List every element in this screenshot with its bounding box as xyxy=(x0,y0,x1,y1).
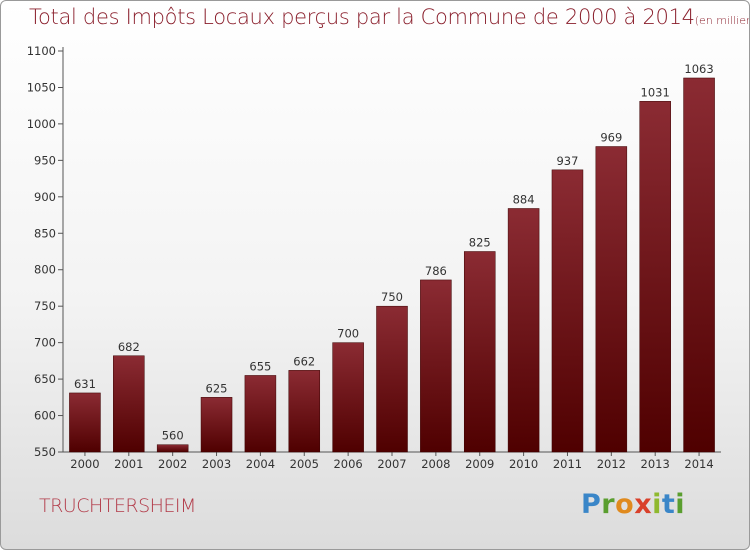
y-tick-label: 650 xyxy=(34,372,56,386)
y-tick-label: 800 xyxy=(34,263,56,277)
x-tick-label-2011: 2011 xyxy=(553,457,582,471)
bar-2000 xyxy=(69,392,101,453)
x-tick-label-2005: 2005 xyxy=(290,457,319,471)
bar-2002 xyxy=(156,444,189,453)
bar-2004 xyxy=(244,375,277,453)
y-tick-label: 850 xyxy=(34,226,56,240)
x-tick-label-2007: 2007 xyxy=(377,457,406,471)
x-tick-label-2008: 2008 xyxy=(421,457,450,471)
x-tick-label-2000: 2000 xyxy=(70,457,99,471)
data-label-2007: 750 xyxy=(381,290,403,304)
data-label-2009: 825 xyxy=(469,236,491,250)
data-label-2000: 631 xyxy=(74,377,96,391)
bar-2009 xyxy=(463,251,496,453)
y-tick-label: 950 xyxy=(34,153,56,167)
data-label-2002: 560 xyxy=(162,429,184,443)
x-tick-label-2013: 2013 xyxy=(641,457,670,471)
x-tick-label-2004: 2004 xyxy=(246,457,275,471)
x-tick-label-2001: 2001 xyxy=(114,457,143,471)
bar-2001 xyxy=(113,355,145,453)
x-tick-label-2003: 2003 xyxy=(202,457,231,471)
data-label-2014: 1063 xyxy=(684,62,713,76)
bar-2006 xyxy=(332,342,364,453)
data-label-2008: 786 xyxy=(425,264,447,278)
data-label-2013: 1031 xyxy=(641,85,670,99)
commune-name: TRUCHTERSHEIM xyxy=(39,495,196,517)
bar-2005 xyxy=(288,370,321,453)
y-tick-label: 1000 xyxy=(27,117,56,131)
bar-2003 xyxy=(200,397,233,453)
data-label-2011: 937 xyxy=(556,154,578,168)
y-tick-label: 600 xyxy=(34,409,56,423)
bar-2014 xyxy=(683,77,715,453)
x-tick-label-2014: 2014 xyxy=(684,457,713,471)
x-tick-label-2002: 2002 xyxy=(158,457,187,471)
data-label-2003: 625 xyxy=(206,381,228,395)
y-tick-label: 1050 xyxy=(27,80,56,94)
y-tick-label: 750 xyxy=(34,299,56,313)
y-tick-label: 550 xyxy=(34,445,56,459)
chart-title: Total des Impôts Locaux perçus par la Co… xyxy=(29,5,749,29)
bar-2012 xyxy=(595,146,628,453)
data-label-2012: 969 xyxy=(600,131,622,145)
data-label-2006: 700 xyxy=(337,327,359,341)
x-tick-label-2006: 2006 xyxy=(333,457,362,471)
data-label-2005: 662 xyxy=(293,354,315,368)
x-tick-label-2009: 2009 xyxy=(465,457,494,471)
proxiti-logo[interactable]: Proxiti xyxy=(581,489,686,520)
bar-2010 xyxy=(507,208,540,453)
y-tick-label: 700 xyxy=(34,336,56,350)
x-tick-label-2010: 2010 xyxy=(509,457,538,471)
unit-label: (en milliers d'€) xyxy=(694,14,749,27)
x-tick-label-2012: 2012 xyxy=(597,457,626,471)
y-tick-label: 1100 xyxy=(27,44,56,58)
bar-2013 xyxy=(639,101,671,453)
data-label-2010: 884 xyxy=(513,192,535,206)
y-tick-label: 900 xyxy=(34,190,56,204)
data-label-2001: 682 xyxy=(118,340,140,354)
bar-2011 xyxy=(551,169,584,453)
bar-2007 xyxy=(376,305,408,453)
bar-2008 xyxy=(420,279,452,453)
data-label-2004: 655 xyxy=(249,359,271,373)
